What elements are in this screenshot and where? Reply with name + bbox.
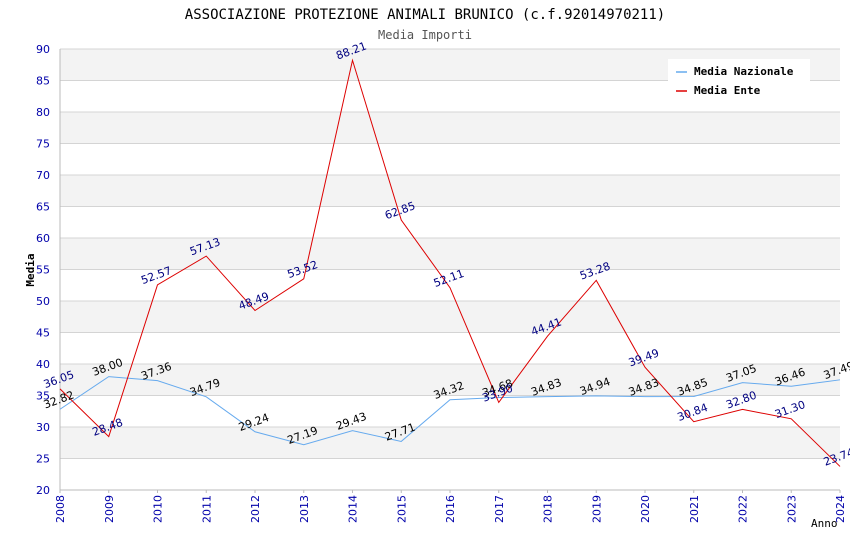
y-tick-label: 50	[36, 295, 50, 308]
y-tick-label: 35	[36, 390, 50, 403]
grid-band	[60, 364, 840, 396]
y-tick-label: 25	[36, 453, 50, 466]
grid-bands	[60, 49, 840, 459]
x-tick-label-2024: 2024	[834, 495, 847, 523]
legend: Media Nazionale Media Ente	[668, 59, 810, 101]
x-tick-label-2023: 2023	[785, 495, 798, 523]
x-tick-label-2018: 2018	[542, 495, 555, 523]
y-tick-label: 85	[36, 75, 50, 88]
x-tick-label-2010: 2010	[152, 495, 165, 523]
x-tick-label-2017: 2017	[493, 495, 506, 523]
y-tick-label: 75	[36, 138, 50, 151]
x-tick-label-2015: 2015	[395, 495, 408, 523]
x-tick-label-2021: 2021	[688, 495, 701, 523]
chart-title: ASSOCIAZIONE PROTEZIONE ANIMALI BRUNICO …	[185, 7, 665, 23]
y-tick-label: 60	[36, 232, 50, 245]
legend-box	[668, 59, 810, 101]
grid-band	[60, 301, 840, 333]
x-tick-label-2009: 2009	[103, 495, 116, 523]
x-tick-label-2020: 2020	[639, 495, 652, 523]
series-lines	[59, 58, 841, 467]
data-label-media-ente-2023: 31.30	[773, 398, 807, 421]
y-tick-label: 80	[36, 106, 50, 119]
grid-band	[60, 238, 840, 270]
x-axis-label: Anno	[811, 517, 838, 530]
y-tick-label: 55	[36, 264, 50, 277]
y-tick-label: 40	[36, 358, 50, 371]
x-tick-labels: 2008 2009 2010 2011 2012 2013 2014 2015 2016 2017…	[54, 490, 847, 523]
grid-band	[60, 112, 840, 144]
y-tick-label: 20	[36, 484, 50, 497]
x-tick-label-2019: 2019	[590, 495, 603, 523]
y-tick-label: 45	[36, 327, 50, 340]
x-tick-label-2014: 2014	[347, 495, 360, 523]
x-tick-label-2013: 2013	[298, 495, 311, 523]
series-line-media-nazionale	[59, 376, 841, 446]
x-tick-label-2016: 2016	[444, 495, 457, 523]
y-axis-label: Media	[24, 253, 37, 286]
grid-lines	[60, 48, 840, 491]
y-tick-label: 90	[36, 43, 50, 56]
y-tick-labels: 20 25 30 35 40 45 50 55 60 65 70 75 80 85 90	[36, 43, 50, 497]
x-tick-label-2012: 2012	[249, 495, 262, 523]
y-tick-label: 30	[36, 421, 50, 434]
x-tick-label-2011: 2011	[200, 495, 213, 523]
legend-label-media-nazionale: Media Nazionale	[694, 65, 794, 78]
series-line-media-ente	[59, 58, 841, 467]
legend-label-media-ente: Media Ente	[694, 84, 761, 97]
grid-band	[60, 175, 840, 207]
x-tick-label-2008: 2008	[54, 495, 67, 523]
chart-subtitle: Media Importi	[378, 28, 472, 42]
y-tick-label: 65	[36, 201, 50, 214]
grid-band	[60, 427, 840, 459]
x-tick-label-2022: 2022	[737, 495, 750, 523]
y-tick-label: 70	[36, 169, 50, 182]
